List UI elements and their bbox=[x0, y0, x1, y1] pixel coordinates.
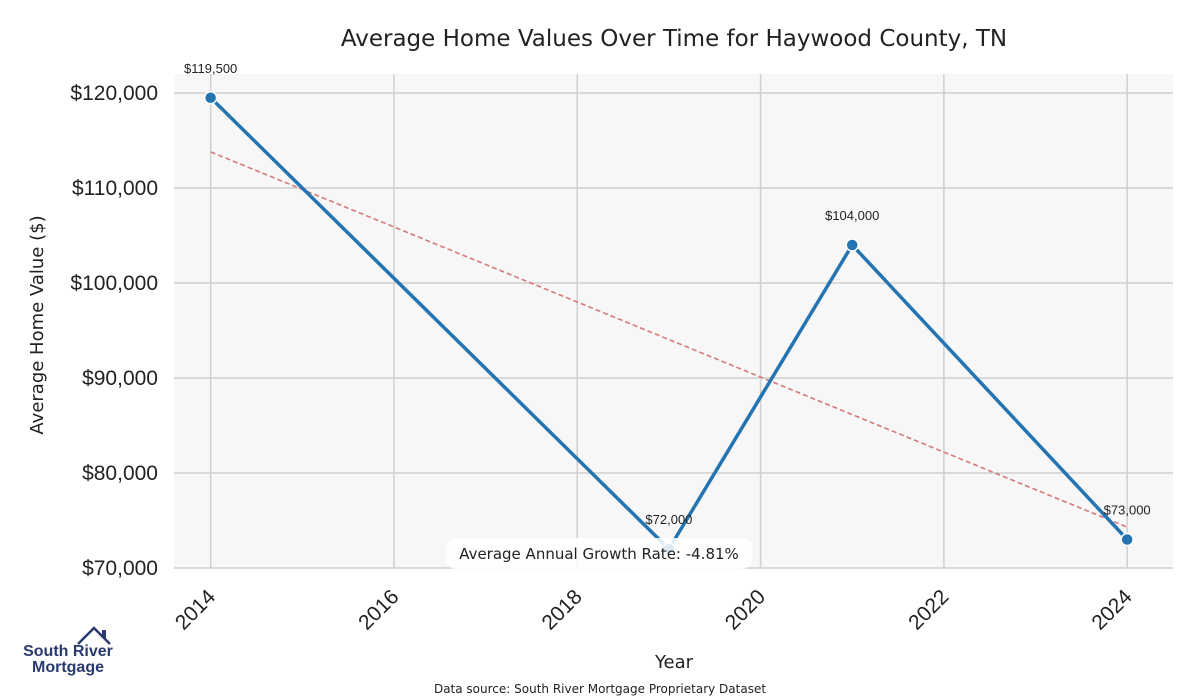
x-tick-2016: 2016 bbox=[354, 585, 403, 634]
x-tick-2020: 2020 bbox=[721, 585, 770, 634]
series-line bbox=[209, 96, 1129, 551]
y-tick-80000: $80,000 bbox=[82, 462, 158, 485]
x-tick-2014: 2014 bbox=[171, 585, 221, 635]
south-river-mortgage-logo: South River Mortgage bbox=[22, 622, 122, 682]
logo-line-1: South River bbox=[23, 643, 113, 660]
y-axis-label: Average Home Value ($) bbox=[27, 215, 48, 434]
data-label-2019: $72,000 bbox=[645, 512, 692, 527]
x-axis-label: Year bbox=[654, 652, 694, 673]
y-tick-labels: $70,000 $80,000 $90,000 $100,000 $110,000 $12… bbox=[70, 82, 158, 580]
x-tick-2024: 2024 bbox=[1087, 585, 1137, 635]
series-line-path bbox=[209, 96, 1129, 551]
data-point-2021 bbox=[845, 238, 859, 252]
y-tick-90000: $90,000 bbox=[82, 367, 158, 390]
chart-title: Average Home Values Over Time for Haywoo… bbox=[341, 26, 1007, 52]
x-tick-2022: 2022 bbox=[904, 585, 953, 634]
data-label-2021: $104,000 bbox=[825, 208, 879, 223]
data-source: Data source: South River Mortgage Propri… bbox=[434, 682, 766, 696]
data-point-2014 bbox=[203, 91, 218, 105]
y-tick-110000: $110,000 bbox=[72, 177, 158, 200]
data-label-2024: $73,000 bbox=[1104, 503, 1151, 518]
x-tick-2018: 2018 bbox=[538, 585, 587, 634]
house-roof-icon bbox=[77, 626, 111, 645]
y-tick-120000: $120,000 bbox=[70, 82, 158, 105]
plot-area bbox=[174, 74, 1173, 568]
trendline bbox=[210, 151, 1128, 528]
growth-annotation: Average Annual Growth Rate: -4.81% bbox=[446, 538, 752, 569]
growth-annotation-text: Average Annual Growth Rate: -4.81% bbox=[459, 545, 739, 563]
x-tick-labels: 2014 2016 2018 2020 2022 2024 bbox=[171, 585, 1137, 635]
data-point-2024 bbox=[1120, 532, 1134, 547]
y-tick-70000: $70,000 bbox=[82, 557, 158, 580]
data-label-2014: $119,500 bbox=[184, 61, 237, 76]
trendline-path bbox=[210, 151, 1128, 528]
y-tick-100000: $100,000 bbox=[70, 272, 158, 295]
grid bbox=[174, 74, 1173, 569]
logo-line-2: Mortgage bbox=[32, 659, 104, 676]
data-labels: $119,500 $72,000 $104,000 $73,000 bbox=[184, 61, 1151, 527]
